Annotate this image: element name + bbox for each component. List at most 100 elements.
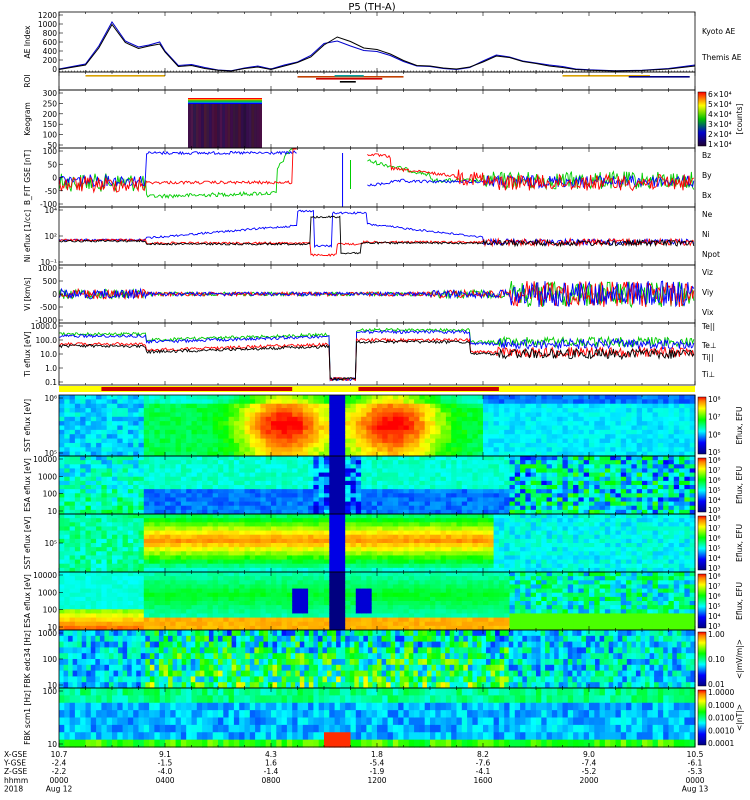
sst-electron-cell	[583, 518, 590, 523]
sst-ion-cell	[583, 421, 590, 427]
sst-electron-cell	[180, 526, 187, 532]
esa-ion-cell	[239, 480, 246, 486]
sst-ion-cell	[318, 442, 325, 448]
esa-ion-cell	[498, 464, 505, 470]
sst-ion-cell	[255, 438, 261, 444]
esa-ion-cell	[154, 501, 161, 507]
sst-electron-cell	[430, 555, 436, 561]
keogram-column	[227, 102, 231, 148]
sst-ion-cell	[308, 395, 314, 400]
sst-ion-cell	[382, 403, 389, 409]
esa-ion-cell	[472, 509, 479, 515]
sst-electron-cell	[504, 526, 511, 532]
sst-ion-cell	[620, 425, 627, 431]
sst-electron-cell	[620, 514, 627, 519]
sst-electron-cell	[143, 547, 150, 552]
sst-ion-cell	[59, 399, 65, 405]
esa-ion-cell	[689, 505, 696, 511]
keogram-column	[232, 102, 236, 148]
sst-ion-cell	[106, 442, 113, 448]
sst-ion-cell	[233, 412, 240, 418]
sst-electron-cell	[350, 559, 357, 565]
esa-ion-cell	[642, 472, 648, 478]
sst-ion-cell	[255, 429, 261, 435]
sst-electron-cell	[477, 514, 484, 519]
sst-ion-cell	[631, 451, 638, 457]
sst-ion-cell	[477, 442, 484, 448]
sst-electron-cell	[149, 518, 155, 523]
esa-ion-cell	[626, 509, 632, 515]
esa-ion-cell	[186, 485, 193, 490]
sst-electron-cell	[477, 518, 484, 523]
mode-bar-red	[101, 387, 293, 391]
sst-ion-cell	[196, 416, 203, 422]
sst-electron-cell	[249, 514, 256, 519]
sst-electron-cell	[255, 526, 261, 532]
esa-ion-cell	[180, 476, 187, 482]
esa-ion-cell	[408, 497, 415, 503]
sst-ion-cell	[435, 451, 442, 457]
sst-electron-cell	[138, 555, 145, 561]
sst-ion-cell	[562, 399, 569, 405]
sst-ion-cell	[329, 451, 336, 457]
roi-bar	[628, 76, 690, 78]
sst-ion-cell	[673, 442, 680, 448]
sst-ion-cell	[414, 403, 420, 409]
esa-ion-cell	[218, 489, 224, 494]
sst-ion-cell	[366, 408, 373, 414]
esa-ion-cell	[424, 493, 431, 499]
esa-ion-cell	[127, 456, 134, 461]
esa-ion-cell	[610, 505, 617, 511]
esa-ion-cell	[292, 505, 299, 511]
sst-ion-cell	[361, 429, 367, 435]
sst-electron-cell	[599, 543, 606, 548]
sst-ion-cell	[493, 447, 500, 453]
esa-ion-cell	[636, 472, 643, 478]
esa-ion-cell	[451, 489, 458, 494]
sst-ion-cell	[159, 399, 166, 405]
sst-ion-cell	[435, 412, 442, 418]
esa-ion-cell	[271, 464, 277, 470]
esa-ion-cell	[207, 485, 214, 490]
esa-ion-cell	[599, 509, 606, 515]
sst-ion-cell	[689, 399, 696, 405]
esa-ion-cell	[679, 489, 685, 494]
esa-ion-cell	[610, 472, 617, 478]
sst-electron-cell	[355, 563, 362, 569]
esa-ion-cell	[679, 509, 685, 515]
sst-ion-cell	[271, 421, 277, 427]
sst-ion-cell	[292, 408, 299, 414]
sst-ion-cell	[69, 429, 76, 435]
sst-electron-cell	[498, 551, 505, 557]
sst-electron-cell	[536, 555, 542, 561]
sst-ion-cell	[573, 408, 579, 414]
esa-ion-cell	[488, 468, 495, 474]
sst-ion-cell	[642, 416, 648, 422]
sst-electron-cell	[96, 514, 102, 519]
sst-ion-cell	[626, 416, 632, 422]
sst-ion-cell	[647, 399, 654, 405]
sst-electron-cell	[594, 543, 601, 548]
sst-ion-cell	[90, 438, 97, 444]
sst-electron-cell	[260, 534, 267, 540]
sst-electron-cell	[186, 559, 193, 565]
sst-electron-cell	[392, 538, 399, 544]
esa-ion-cell	[589, 480, 595, 486]
esa-ion-cell	[488, 497, 495, 503]
esa-ion-cell	[525, 485, 532, 490]
esa-ion-cell	[504, 480, 511, 486]
sst-ion-cell	[255, 421, 261, 427]
esa-ion-cell	[249, 464, 256, 470]
esa-ion-cell	[90, 464, 97, 470]
sst-electron-cell	[483, 514, 489, 519]
sst-ion-cell	[583, 399, 590, 405]
sst-ion-cell	[493, 399, 500, 405]
sst-ion-cell	[212, 416, 219, 422]
sst-electron-cell	[186, 522, 193, 528]
esa-ion-cell	[228, 485, 235, 490]
esa-ion-cell	[456, 497, 463, 503]
esa-ion-cell	[286, 509, 293, 515]
sst-electron-cell	[557, 555, 564, 561]
sst-ion-cell	[165, 408, 171, 414]
sst-ion-cell	[377, 434, 383, 440]
